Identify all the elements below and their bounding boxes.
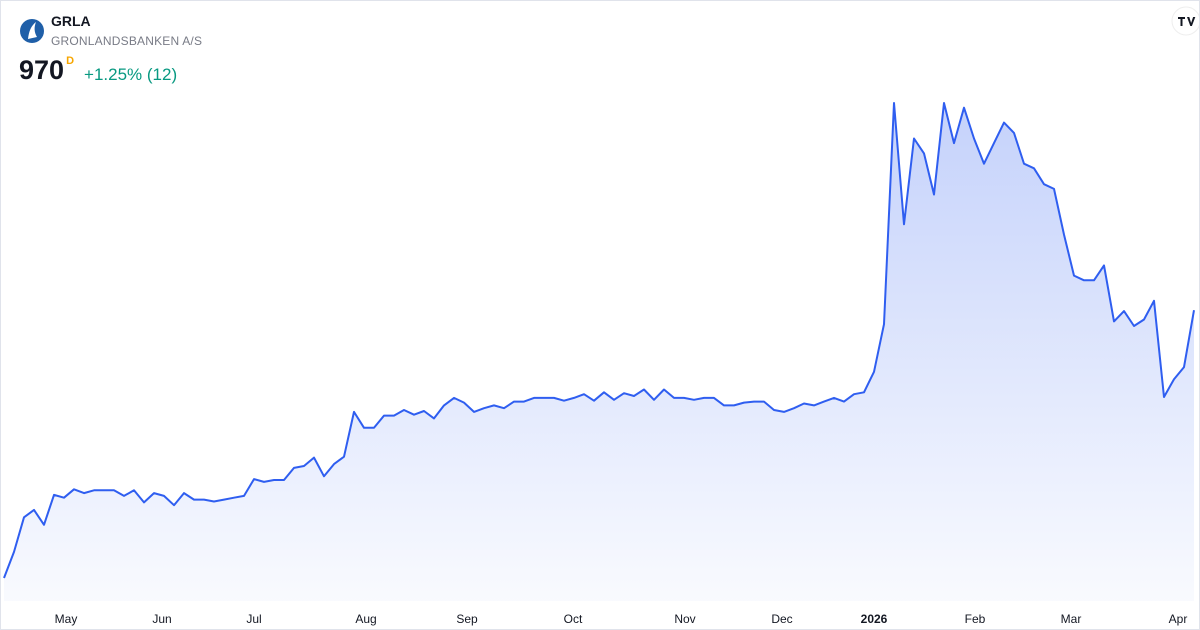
price: 970 [19, 55, 65, 85]
x-tick-label: Apr [1169, 612, 1188, 626]
x-tick-label: Dec [771, 612, 792, 626]
area-fill [4, 103, 1194, 601]
change: +1.25% (12) [84, 65, 178, 84]
x-tick-label: Oct [564, 612, 583, 626]
price-line [3, 102, 1195, 579]
price-flag: D [66, 55, 75, 67]
x-tick-label: May [55, 612, 78, 626]
x-tick-label: Sep [456, 612, 478, 626]
x-tick-label: Feb [965, 612, 986, 626]
quote: 970 D +1.25% (12) [19, 55, 177, 86]
company-name: GRONLANDSBANKEN A/S [51, 34, 203, 48]
x-tick-label: Jul [246, 612, 261, 626]
x-tick-label: Jun [152, 612, 171, 626]
x-tick-label: Mar [1061, 612, 1082, 626]
x-tick-label: 2026 [861, 612, 888, 626]
symbol: GRLA [51, 13, 91, 29]
x-tick-label: Nov [674, 612, 695, 626]
x-tick-label: Aug [355, 612, 376, 626]
